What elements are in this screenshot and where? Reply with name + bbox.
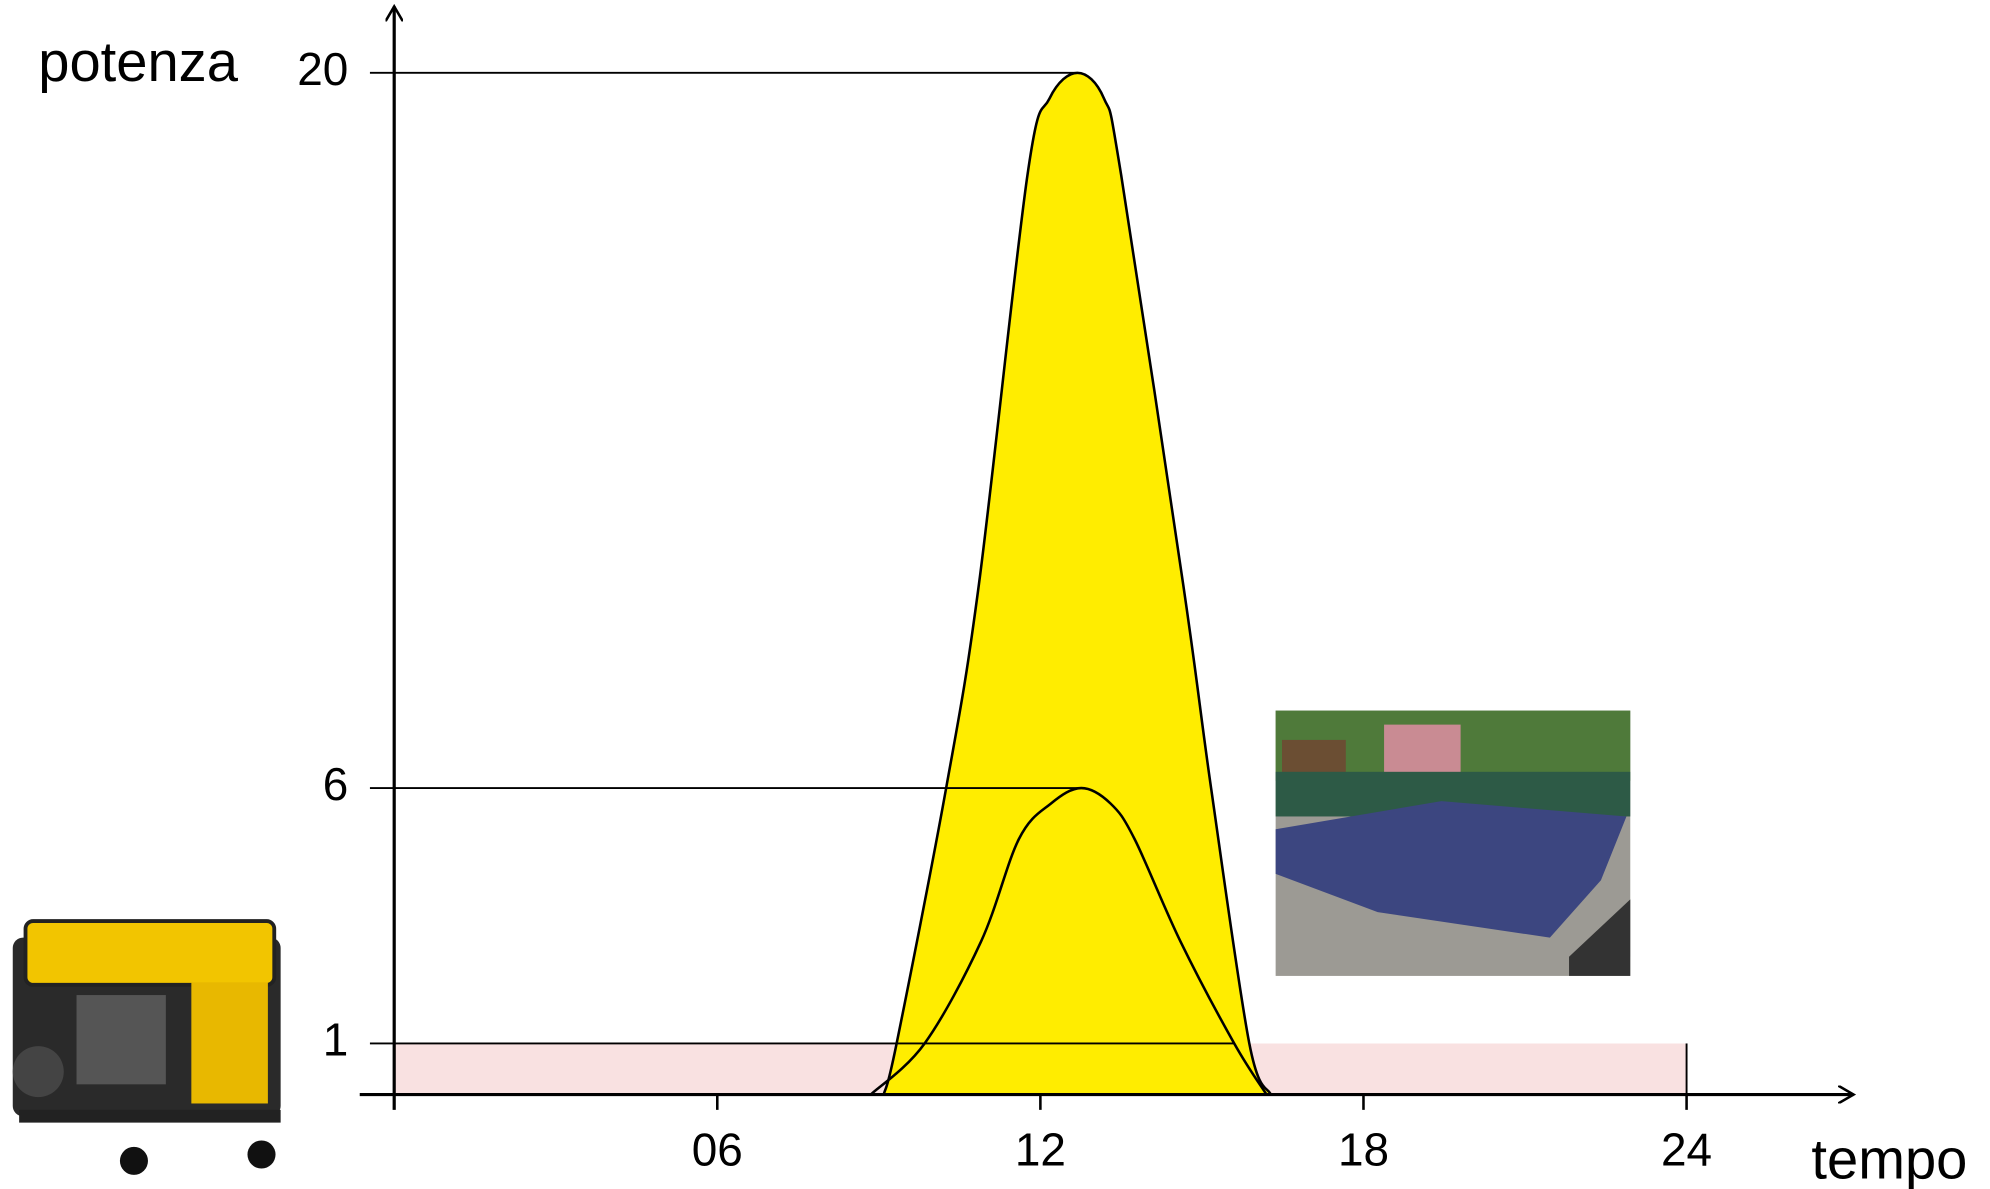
generator-photo bbox=[12, 919, 281, 1175]
y-tick-label: 20 bbox=[297, 43, 348, 95]
x-tick-label: 12 bbox=[1015, 1123, 1066, 1175]
y-tick-label: 6 bbox=[323, 758, 349, 810]
x-tick-label: 06 bbox=[692, 1123, 743, 1175]
x-axis-label: tempo bbox=[1811, 1127, 1967, 1189]
plot: 1 6 20 06 12 18 24 bbox=[297, 6, 1853, 1175]
x-tick-label: 18 bbox=[1338, 1123, 1389, 1175]
solar-photo bbox=[1275, 710, 1631, 976]
y-tick-label: 1 bbox=[323, 1014, 349, 1066]
x-tick-label: 24 bbox=[1661, 1123, 1712, 1175]
y-axis-label: potenza bbox=[38, 30, 238, 93]
series-curve bbox=[882, 71, 1273, 1096]
